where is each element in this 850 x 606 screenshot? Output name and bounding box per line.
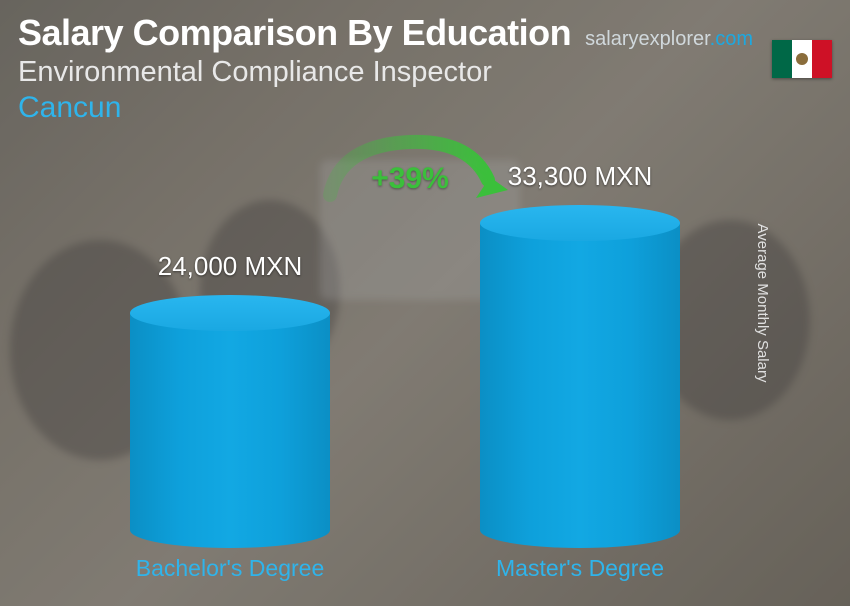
site-tld: .com (710, 28, 753, 50)
category-label: Master's Degree (496, 555, 664, 582)
location: Cancun (18, 91, 832, 125)
bar-3d (130, 313, 330, 548)
site-brand: salaryexplorer.com (585, 28, 753, 51)
y-axis-label: Average Monthly Salary (754, 224, 771, 383)
site-name: salaryexplorer (585, 28, 710, 50)
bar-3d (480, 223, 680, 548)
job-title: Environmental Compliance Inspector (18, 56, 832, 89)
category-label: Bachelor's Degree (136, 555, 325, 582)
bar-value-label: 33,300 MXN (508, 161, 653, 192)
increase-arrow: +39% (310, 130, 510, 230)
page-title: Salary Comparison By Education (18, 12, 571, 54)
bar-value-label: 24,000 MXN (158, 251, 303, 282)
header: Salary Comparison By Education salaryexp… (18, 12, 832, 125)
percent-increase-label: +39% (371, 162, 449, 196)
